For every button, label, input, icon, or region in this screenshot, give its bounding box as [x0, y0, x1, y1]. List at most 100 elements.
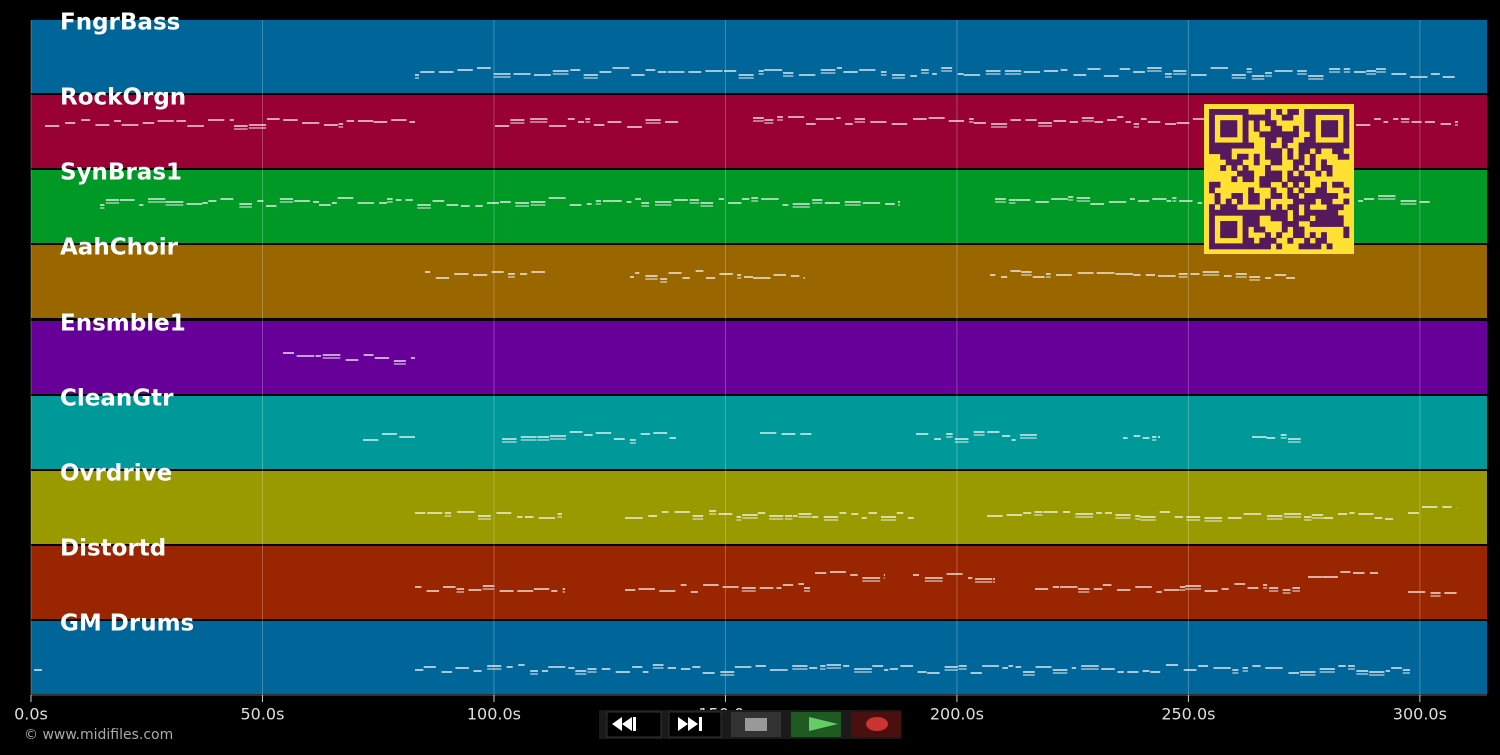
- qr-cell: [1276, 159, 1283, 166]
- stop-icon[interactable]: [745, 718, 767, 731]
- qr-cell: [1309, 153, 1316, 160]
- ff-icon[interactable]: [678, 717, 698, 731]
- qr-cell: [1321, 193, 1327, 199]
- qr-cell: [1237, 243, 1243, 250]
- qr-cell: [1225, 243, 1232, 250]
- qr-cell: [1304, 215, 1311, 222]
- qr-cell: [1270, 137, 1277, 143]
- qr-cell: [1231, 120, 1238, 127]
- stop-button[interactable]: [731, 712, 781, 737]
- qr-cell: [1293, 204, 1299, 211]
- qr-cell: [1281, 137, 1288, 143]
- qr-cell: [1287, 170, 1294, 177]
- qr-cell: [1265, 165, 1271, 171]
- qr-cell: [1321, 159, 1327, 166]
- ff-bar[interactable]: [699, 717, 702, 731]
- qr-cell: [1209, 109, 1215, 115]
- qr-cell: [1304, 114, 1311, 121]
- qr-cell: [1321, 221, 1327, 227]
- qr-cell: [1231, 176, 1238, 183]
- qr-cell: [1293, 193, 1299, 199]
- qr-cell: [1304, 148, 1311, 155]
- qr-cell: [1309, 114, 1316, 121]
- rewind-bar[interactable]: [633, 717, 636, 731]
- record-button[interactable]: [851, 712, 901, 737]
- qr-cell: [1220, 148, 1227, 155]
- qr-cell: [1231, 159, 1238, 166]
- qr-cell: [1293, 198, 1299, 205]
- qr-cell: [1281, 131, 1288, 138]
- qr-cell: [1276, 109, 1283, 115]
- qr-cell: [1337, 148, 1344, 155]
- qr-cell: [1265, 204, 1271, 211]
- qr-cell: [1265, 176, 1271, 183]
- qr-cell: [1287, 237, 1294, 244]
- qr-cell: [1270, 148, 1277, 155]
- qr-cell: [1242, 232, 1249, 239]
- qr-cell: [1326, 221, 1333, 227]
- qr-cell: [1220, 243, 1227, 250]
- qr-cell: [1253, 221, 1260, 227]
- qr-cell: [1309, 198, 1316, 205]
- qr-cell: [1304, 243, 1311, 250]
- rewind-button[interactable]: [606, 711, 662, 738]
- qr-cell: [1209, 243, 1215, 250]
- qr-cell: [1242, 142, 1249, 149]
- qr-cell: [1253, 193, 1260, 199]
- qr-cell: [1242, 120, 1249, 127]
- play-icon[interactable]: [809, 717, 838, 731]
- qr-cell: [1209, 131, 1215, 138]
- fast-forward-button[interactable]: [668, 711, 722, 738]
- qr-cell: [1293, 226, 1299, 233]
- qr-cell: [1265, 131, 1271, 138]
- qr-cell: [1248, 142, 1255, 149]
- qr-cell: [1253, 198, 1260, 205]
- qr-cell: [1298, 198, 1305, 205]
- qr-cell: [1265, 142, 1271, 149]
- qr-cell: [1281, 209, 1288, 216]
- qr-cell: [1309, 131, 1316, 138]
- qr-cell: [1298, 148, 1305, 155]
- qr-cell: [1214, 109, 1221, 115]
- track-name: CleanGtr: [60, 386, 174, 412]
- qr-cell: [1225, 153, 1232, 160]
- qr-cell: [1309, 109, 1316, 115]
- qr-cell: [1315, 148, 1322, 155]
- qr-cell: [1237, 209, 1243, 216]
- qr-cell: [1214, 142, 1221, 149]
- qr-cell: [1248, 193, 1255, 199]
- qr-cell: [1259, 114, 1266, 121]
- track-lane: [31, 20, 1487, 93]
- record-icon[interactable]: [866, 717, 888, 731]
- qr-cell: [1343, 232, 1350, 239]
- qr-cell: [1242, 221, 1249, 227]
- qr-cell: [1242, 165, 1249, 171]
- qr-cell: [1287, 204, 1294, 211]
- track-name: Ovrdrive: [60, 461, 172, 487]
- qr-cell: [1304, 142, 1311, 149]
- qr-cell: [1231, 125, 1238, 132]
- qr-cell: [1220, 204, 1227, 211]
- qr-cell: [1209, 215, 1215, 222]
- qr-cell: [1265, 114, 1271, 121]
- play-button[interactable]: [791, 712, 841, 737]
- qr-cell: [1259, 209, 1266, 216]
- qr-cell: [1315, 209, 1322, 216]
- qr-cell: [1231, 204, 1238, 211]
- qr-cell: [1242, 176, 1249, 183]
- qr-cell: [1231, 193, 1238, 199]
- qr-cell: [1220, 221, 1227, 227]
- track-name: GM Drums: [60, 611, 194, 637]
- qr-cell: [1281, 221, 1288, 227]
- qr-cell: [1242, 114, 1249, 121]
- rewind-icon[interactable]: [612, 717, 632, 731]
- qr-cell: [1321, 209, 1327, 216]
- qr-cell: [1242, 226, 1249, 233]
- qr-cell: [1231, 243, 1238, 250]
- qr-cell: [1265, 209, 1271, 216]
- qr-cell: [1343, 187, 1350, 194]
- qr-cell: [1343, 114, 1350, 121]
- track-name: Distortd: [60, 536, 166, 562]
- qr-cell: [1309, 232, 1316, 239]
